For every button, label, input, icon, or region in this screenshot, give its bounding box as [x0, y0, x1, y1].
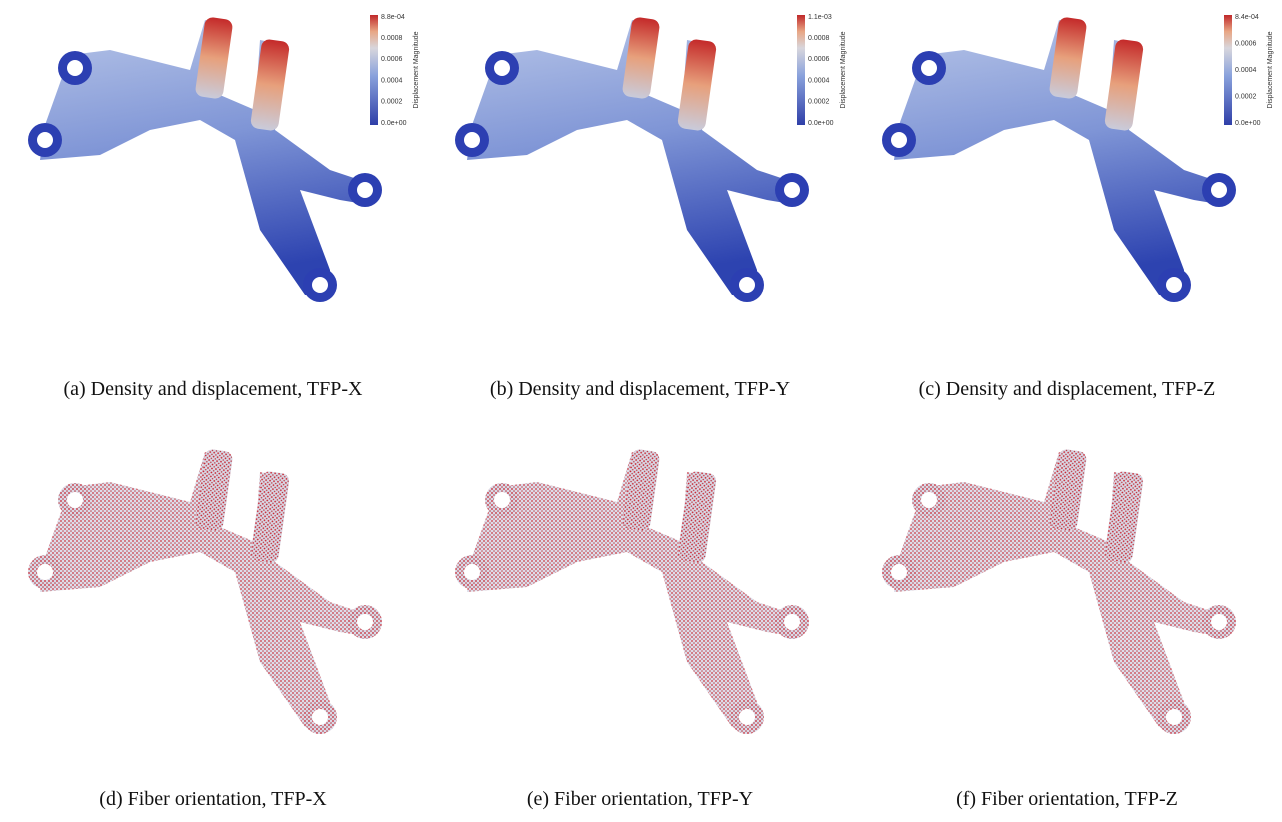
panel: (c) Density and displacement, TFP-Z 8.4e-… — [882, 14, 1274, 400]
plate — [250, 470, 290, 563]
hole — [357, 182, 373, 198]
colorbar-tick-label: 0.0004 — [1235, 67, 1257, 74]
hole — [312, 709, 328, 725]
colorbar-tick-label: 0.0008 — [808, 35, 830, 42]
hole — [37, 564, 53, 580]
plate — [250, 38, 290, 131]
colorbar-title: Displacement Magnitude — [840, 31, 847, 108]
hole — [67, 60, 83, 76]
plate — [1104, 38, 1144, 131]
colorbar-tick-label: 8.4e-04 — [1235, 14, 1259, 21]
hole — [921, 492, 937, 508]
colorbar-tick-label: 0.0002 — [808, 99, 830, 106]
colorbar-tick-label: 0.0e+00 — [381, 120, 407, 127]
hole — [312, 277, 328, 293]
plate — [677, 38, 717, 131]
caption: (f) Fiber orientation, TFP-Z — [956, 788, 1178, 810]
colorbar-tick-label: 0.0e+00 — [808, 120, 834, 127]
caption: (c) Density and displacement, TFP-Z — [919, 378, 1216, 400]
plate — [1049, 448, 1088, 531]
caption: (d) Fiber orientation, TFP-X — [99, 788, 327, 810]
hole — [357, 614, 373, 630]
colorbar-tick-label: 0.0004 — [381, 77, 403, 84]
colorbar-tick-label: 0.0002 — [1235, 93, 1257, 100]
hole — [494, 492, 510, 508]
colorbar-tick-label: 0.0002 — [381, 99, 403, 106]
hole — [1166, 277, 1182, 293]
plate — [622, 448, 661, 531]
colorbar — [370, 15, 378, 125]
colorbar — [1224, 15, 1232, 125]
hole — [1166, 709, 1182, 725]
panel: (a) Density and displacement, TFP-X 8.8e-… — [28, 14, 420, 400]
hole — [891, 132, 907, 148]
caption: (e) Fiber orientation, TFP-Y — [527, 788, 753, 810]
caption: (b) Density and displacement, TFP-Y — [490, 378, 790, 400]
colorbar-tick-label: 0.0008 — [381, 35, 403, 42]
hole — [494, 60, 510, 76]
plate — [1049, 16, 1088, 99]
hole — [739, 277, 755, 293]
colorbar-title: Displacement Magnitude — [413, 31, 420, 108]
hole — [921, 60, 937, 76]
hole — [891, 564, 907, 580]
hole — [67, 492, 83, 508]
hole — [37, 132, 53, 148]
colorbar-tick-label: 0.0e+00 — [1235, 120, 1261, 127]
panel: (d) Fiber orientation, TFP-X — [28, 448, 382, 810]
plate — [677, 470, 717, 563]
colorbar-tick-label: 0.0006 — [1235, 40, 1257, 47]
colorbar-tick-label: 1.1e-03 — [808, 14, 832, 21]
panel: (b) Density and displacement, TFP-Y 1.1e-… — [455, 14, 847, 400]
hole — [1211, 182, 1227, 198]
panel: (e) Fiber orientation, TFP-Y — [455, 448, 809, 810]
hole — [1211, 614, 1227, 630]
caption: (a) Density and displacement, TFP-X — [63, 378, 363, 400]
colorbar-tick-label: 0.0006 — [808, 56, 830, 63]
panel: (f) Fiber orientation, TFP-Z — [882, 448, 1236, 810]
plate — [195, 448, 234, 531]
colorbar-tick-label: 0.0006 — [381, 56, 403, 63]
hole — [784, 614, 800, 630]
plate — [195, 16, 234, 99]
colorbar-tick-label: 8.8e-04 — [381, 14, 405, 21]
colorbar — [797, 15, 805, 125]
hole — [464, 564, 480, 580]
colorbar-tick-label: 0.0004 — [808, 77, 830, 84]
plate — [1104, 470, 1144, 563]
hole — [784, 182, 800, 198]
colorbar-title: Displacement Magnitude — [1267, 31, 1274, 108]
hole — [464, 132, 480, 148]
figure: (a) Density and displacement, TFP-X 8.8e-… — [0, 0, 1282, 822]
plate — [622, 16, 661, 99]
hole — [739, 709, 755, 725]
